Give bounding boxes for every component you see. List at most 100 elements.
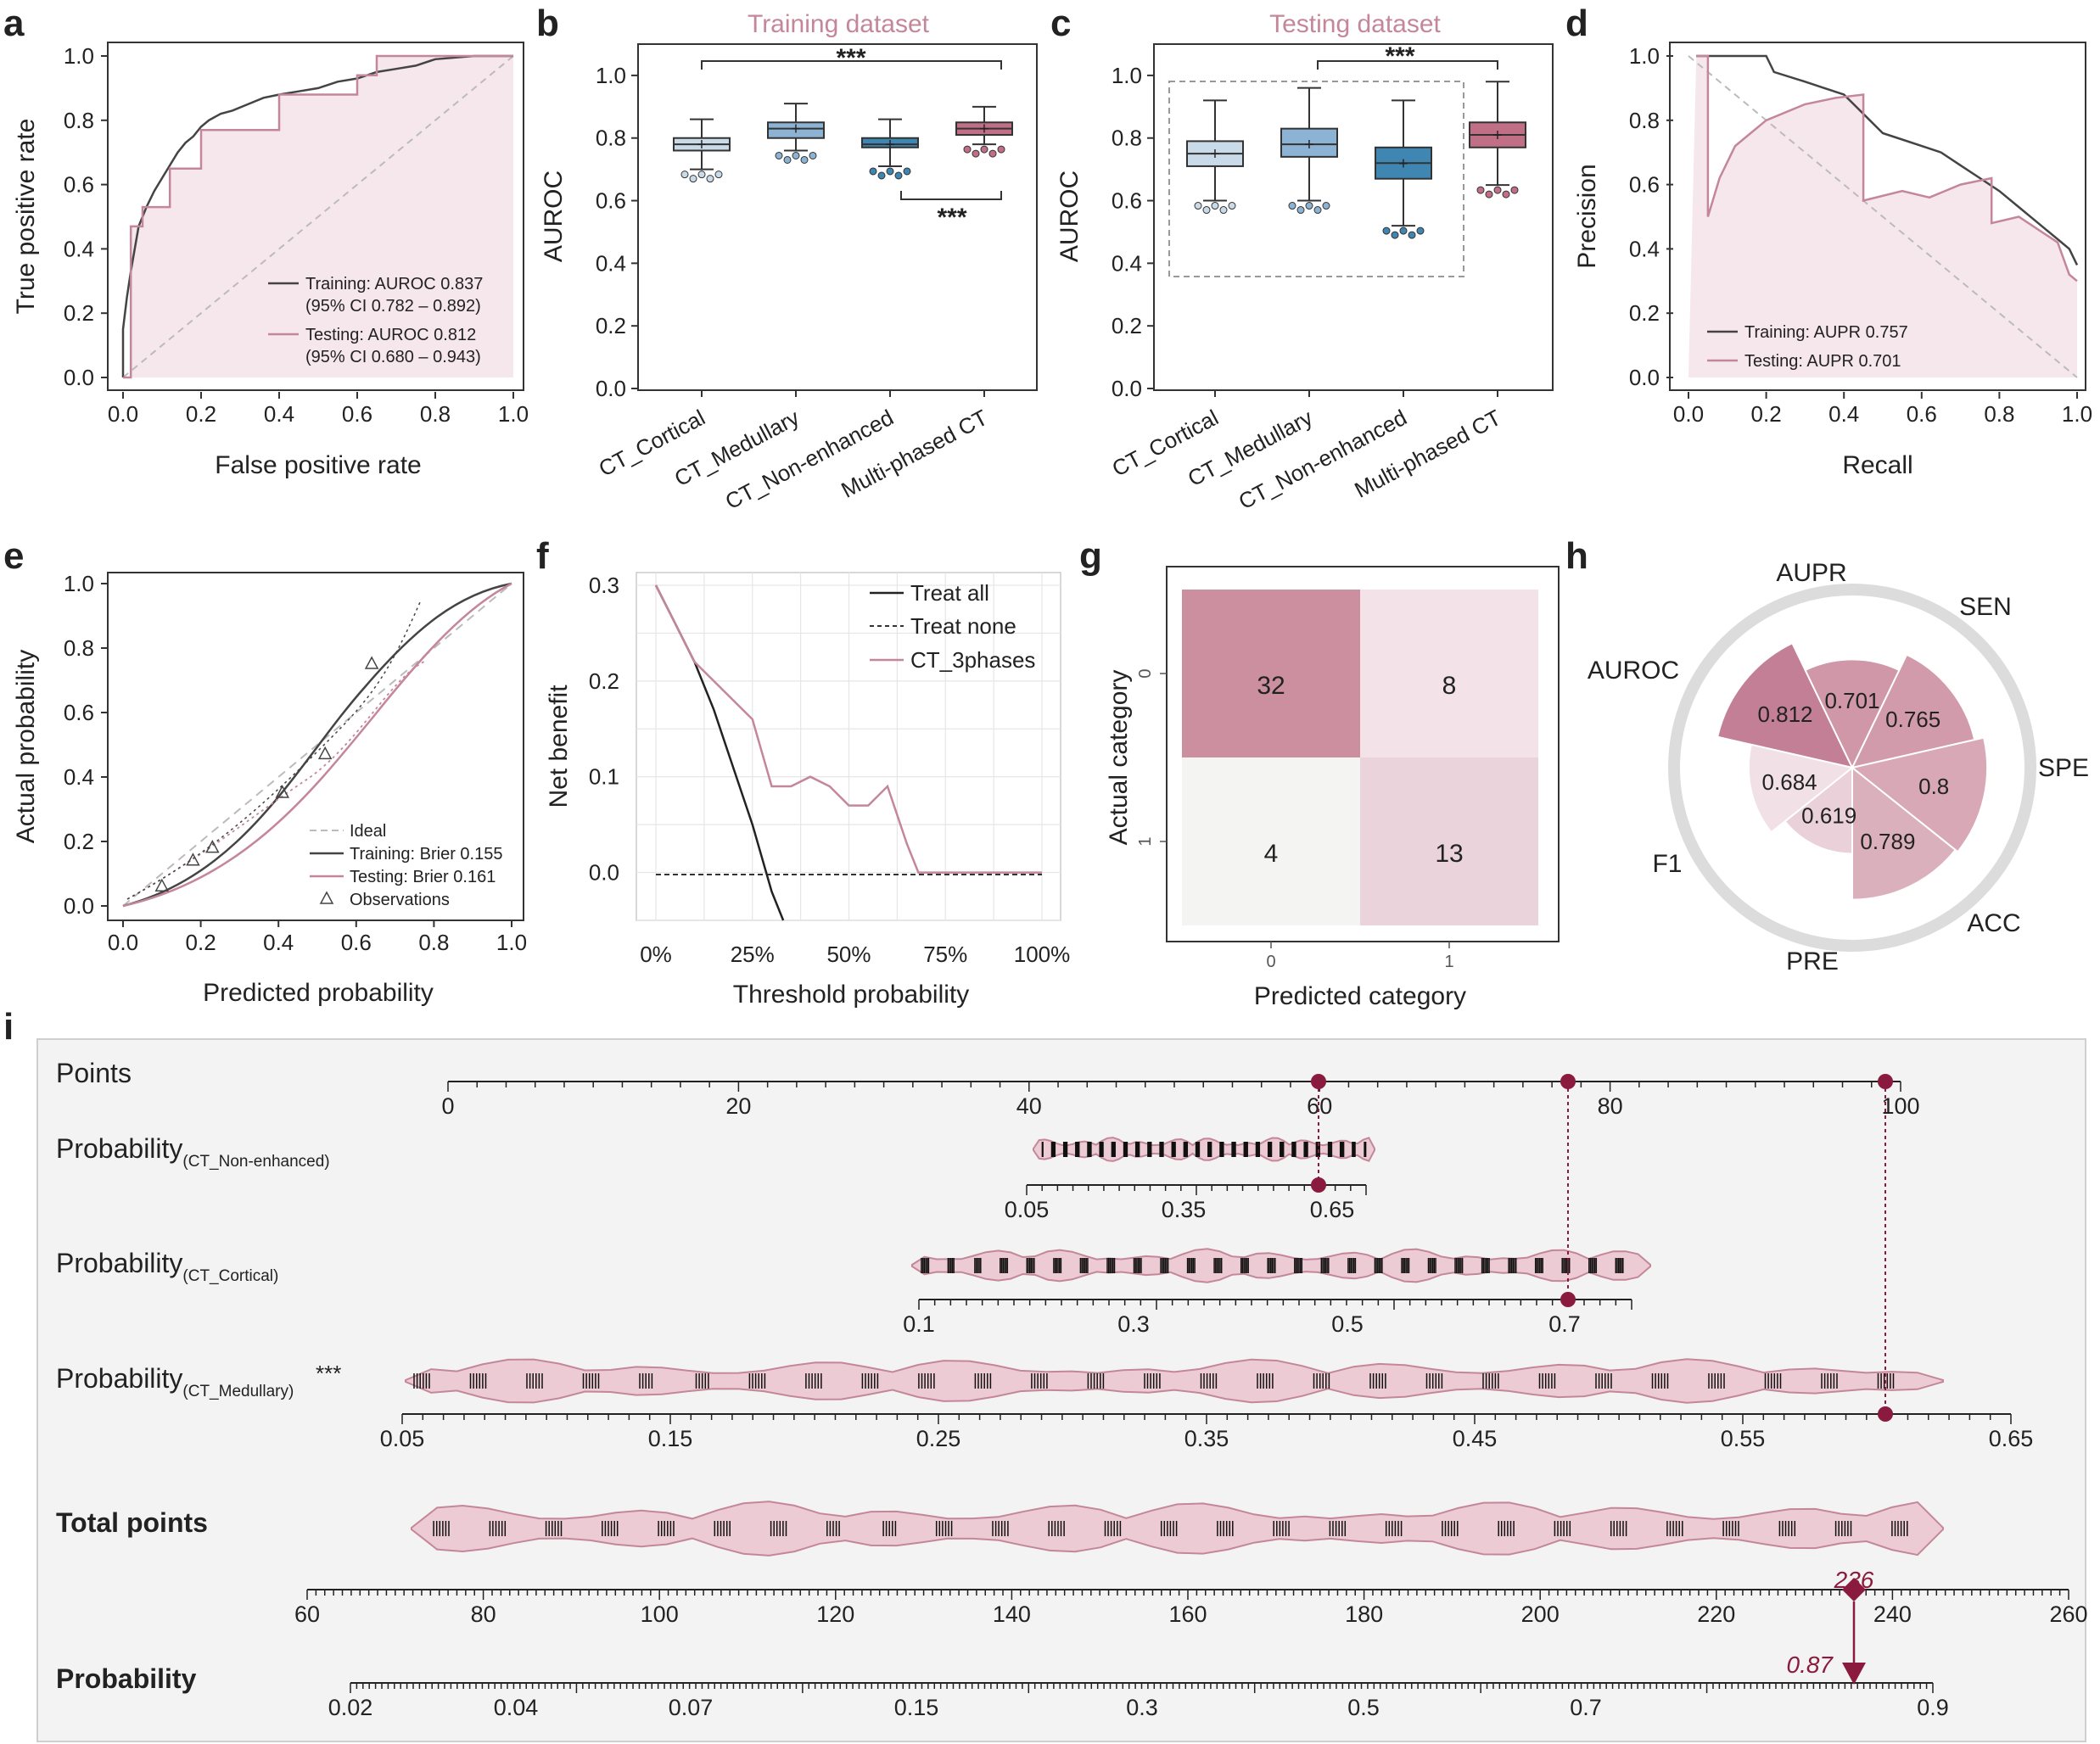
outlier-point — [1416, 226, 1425, 235]
total-tick-label: 120 — [816, 1601, 854, 1627]
outlier-point — [1228, 202, 1236, 210]
bar-value: 0.701 — [1824, 688, 1879, 713]
panel-label-h: h — [1565, 535, 1588, 577]
probability-tick-label: 0.07 — [669, 1695, 714, 1720]
medullary-tick-label: 0.45 — [1453, 1426, 1498, 1451]
y-tick-label: 0.8 — [64, 108, 94, 133]
significance-bracket — [1317, 60, 1498, 70]
training-roc-line — [121, 54, 513, 377]
row-label-cortical-main: Probability — [56, 1248, 182, 1278]
x-tick-label: 0.2 — [186, 930, 216, 955]
outlier-point — [869, 167, 877, 176]
row-label-total-points: Total points — [56, 1507, 208, 1538]
violin-distribution — [911, 1248, 1651, 1283]
x-tick-label: 0.8 — [418, 930, 449, 955]
cortical-tick-label: 0.3 — [1117, 1311, 1150, 1337]
cell-value-0-1: 8 — [1442, 672, 1457, 700]
y-axis-label: Actual probability — [12, 650, 40, 843]
axis-label: SPE — [2038, 754, 2089, 782]
y-tick-label: 1.0 — [64, 571, 94, 596]
y-tick-label: 0.6 — [64, 172, 94, 198]
points-marker — [1560, 1074, 1576, 1089]
y-tick-label: 1.0 — [596, 63, 626, 88]
y-axis-label: AUROC — [1056, 170, 1084, 262]
y-tick-label: 0.4 — [1112, 250, 1142, 276]
y-tick-label: 1.0 — [1629, 43, 1660, 69]
x-tick-label: 50% — [826, 942, 871, 967]
y-axis-label: AUROC — [540, 170, 568, 262]
row-label-probability: Probability — [56, 1663, 197, 1694]
value-marker — [1560, 1292, 1576, 1307]
plot-area — [107, 572, 524, 921]
probability-tick-label: 0.5 — [1347, 1695, 1380, 1720]
y-tick-label: 0.8 — [1112, 126, 1142, 151]
mean-marker: + — [885, 136, 895, 154]
cell-0-0 — [1182, 590, 1360, 757]
panel-f-dca: 0% 25% 50% 75% 100% 0.0 0.1 0.2 0.3 Threshold pr… — [545, 572, 1071, 1009]
x-axis-label: Predicted probability — [203, 979, 434, 1007]
x-tick-label: 0.0 — [108, 401, 138, 427]
panel-d-pr: 0.0 0.0 0.2 0.2 0.4 0.4 0.6 0.6 0.8 0.8 1.0 1.0 Rec… — [1573, 42, 2092, 479]
outlier-point — [997, 145, 1005, 154]
x-tick-label: 0.4 — [263, 930, 294, 955]
outlier-point — [886, 167, 894, 176]
y-tick-label: 0.6 — [1629, 172, 1660, 198]
medullary-tick-label: 0.05 — [380, 1426, 425, 1451]
total-tick-label: 160 — [1168, 1601, 1207, 1627]
probability-tick-label: 0.15 — [894, 1695, 939, 1720]
medullary-tick-label: 0.65 — [1989, 1426, 2034, 1451]
y-tick-label: 0.6 — [1112, 188, 1142, 214]
panel-label-a: a — [3, 3, 25, 44]
mean-marker: + — [1210, 145, 1220, 164]
observation-marker — [364, 656, 379, 669]
y-axis-label: True positive rate — [12, 119, 40, 315]
outlier-point — [697, 170, 706, 179]
outlier-point — [1313, 206, 1322, 215]
plot-area — [637, 43, 1038, 391]
total-tick-label: 260 — [2049, 1601, 2087, 1627]
outlier-point — [903, 167, 911, 176]
points-tick-label: 80 — [1598, 1093, 1623, 1119]
x-tick-label: 0.4 — [1828, 401, 1859, 427]
points-tick-label: 0 — [441, 1093, 454, 1119]
highlight-box — [1168, 81, 1464, 277]
y-tick-label: 0.2 — [1112, 313, 1142, 338]
outlier-point — [1202, 206, 1211, 215]
x-axis-label: Threshold probability — [733, 981, 969, 1009]
row-label-cortical: Probability(CT_Cortical) — [56, 1248, 278, 1285]
training-pr-line — [1696, 54, 2079, 266]
diagonal-reference — [122, 55, 514, 378]
legend-training: Training: Brier 0.155 — [350, 845, 502, 864]
y-tick-0: 0 — [1136, 668, 1155, 678]
y-tick-label: 0.0 — [1629, 365, 1660, 390]
testing-dotted-curve — [126, 661, 425, 900]
y-tick-label: 0.3 — [589, 573, 619, 598]
x-tick-label: 100% — [1014, 942, 1071, 967]
outlier-point — [972, 149, 980, 158]
y-tick-label: 0.6 — [64, 700, 94, 725]
x-tick-label: 0.8 — [1984, 401, 2014, 427]
y-tick-label: 0.8 — [64, 635, 94, 661]
cell-1-1 — [1360, 757, 1538, 925]
y-tick-label: 0.2 — [64, 829, 94, 854]
x-tick-label: 1.0 — [496, 930, 527, 955]
outlier-point — [1485, 190, 1493, 198]
medullary-significance: *** — [316, 1361, 341, 1386]
panel-label-b: b — [536, 3, 559, 44]
axis-label: PRE — [1786, 947, 1839, 975]
panel-label-c: c — [1050, 3, 1071, 44]
value-marker — [1311, 1177, 1326, 1193]
x-tick-label: 0.6 — [341, 930, 372, 955]
y-tick-label: 1.0 — [1112, 63, 1142, 88]
legend-model: CT_3phases — [910, 647, 1035, 673]
outlier-point — [809, 151, 817, 159]
chart-title: Training dataset — [748, 10, 930, 38]
y-tick-label: 0.6 — [596, 188, 626, 214]
training-dotted-curve — [126, 601, 421, 900]
probability-tick-label: 0.02 — [328, 1695, 373, 1720]
panel-label-e: e — [3, 535, 24, 577]
y-tick-label: 0.2 — [1629, 300, 1660, 326]
x-axis-label: Recall — [1842, 451, 1912, 479]
row-label-cortical-sub: (CT_Cortical) — [182, 1267, 278, 1285]
